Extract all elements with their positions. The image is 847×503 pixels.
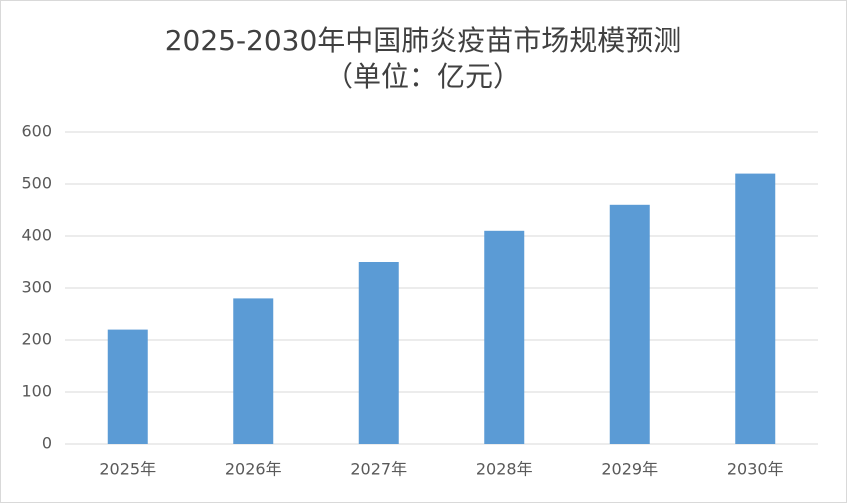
y-tick-label: 200	[21, 330, 52, 349]
bar	[484, 230, 525, 444]
x-tick-label: 2027年	[350, 460, 407, 479]
x-tick-label: 2028年	[476, 460, 533, 479]
y-tick-label: 100	[21, 382, 52, 401]
y-tick-label: 0	[42, 434, 52, 453]
x-tick-label: 2025年	[99, 460, 156, 479]
y-tick-label: 400	[21, 226, 52, 245]
y-tick-label: 600	[21, 122, 52, 141]
bar	[358, 262, 399, 444]
x-tick-label: 2030年	[727, 460, 784, 479]
x-tick-label: 2026年	[225, 460, 282, 479]
y-tick-label: 300	[21, 278, 52, 297]
chart-subtitle: （单位：亿元）	[325, 60, 521, 93]
x-tick-label: 2029年	[601, 460, 658, 479]
bar	[233, 298, 274, 444]
y-tick-label: 500	[21, 174, 52, 193]
bar	[735, 173, 776, 444]
bar	[107, 329, 148, 444]
chart-title: 2025-2030年中国肺炎疫苗市场规模预测	[165, 24, 682, 57]
bar	[609, 204, 650, 444]
